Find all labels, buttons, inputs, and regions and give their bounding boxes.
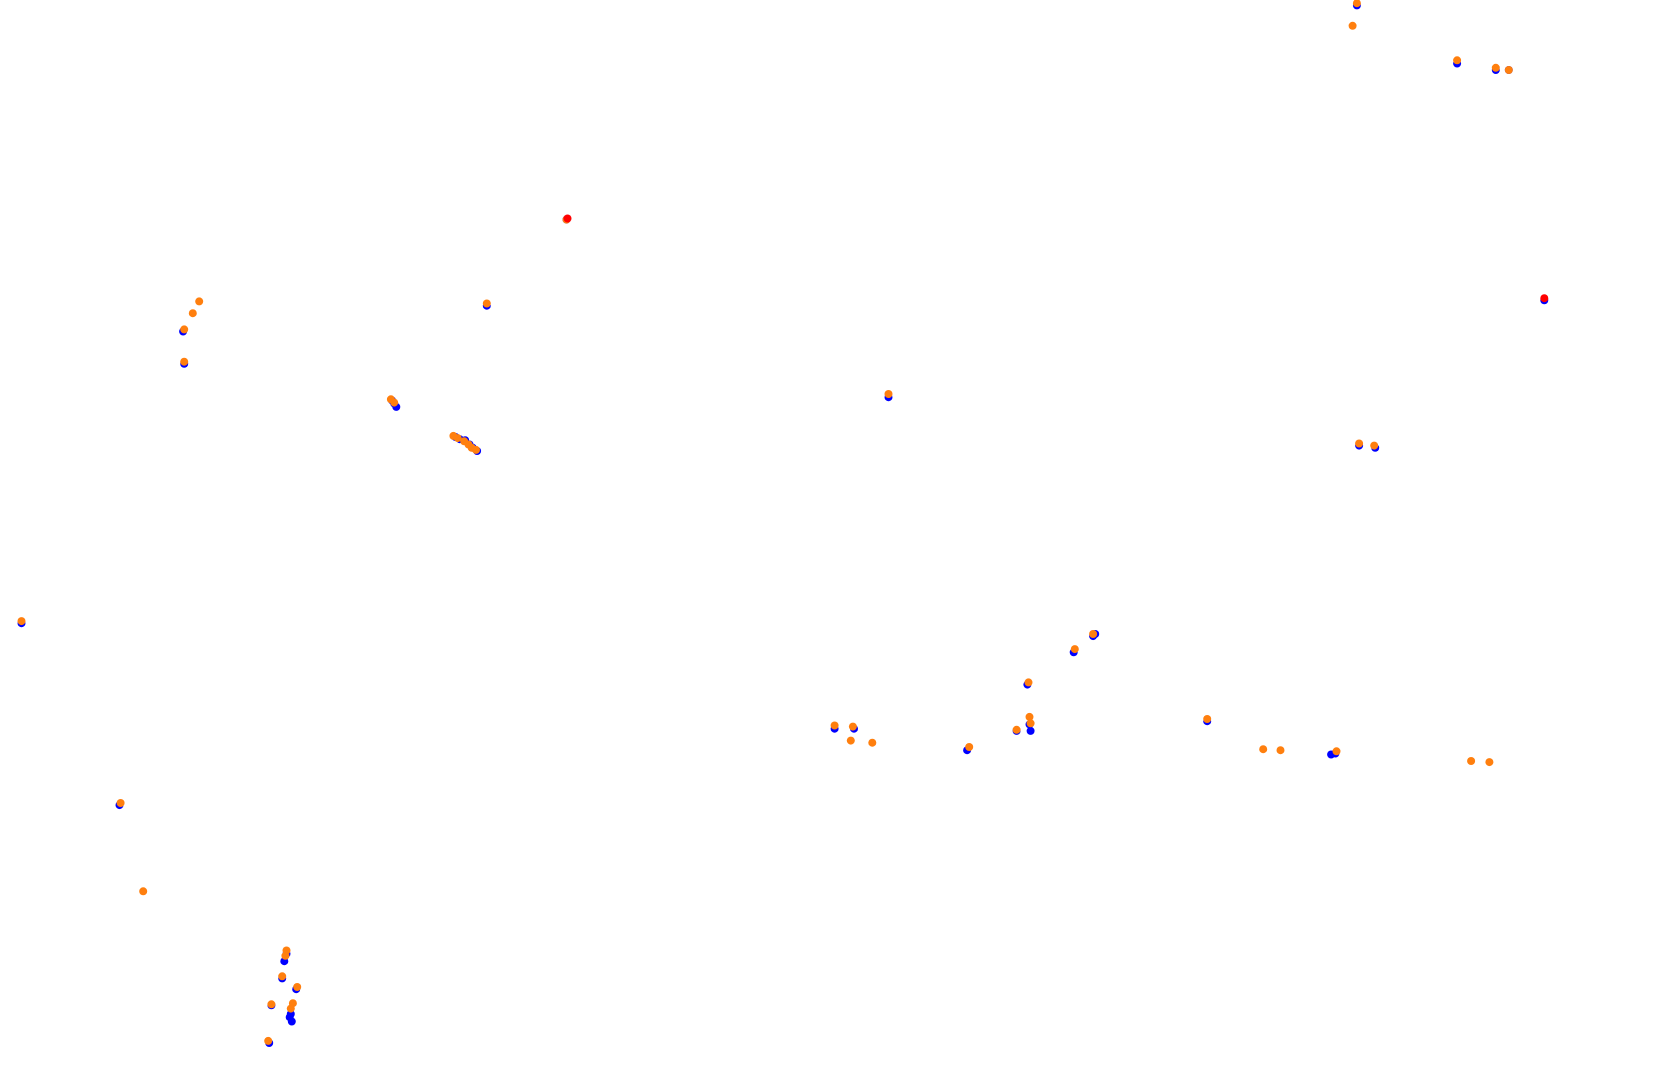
point-1-29 [1026,719,1035,728]
point-1-48 [286,1004,295,1013]
point-1-20 [1355,439,1364,448]
point-1-39 [1332,747,1341,756]
point-1-14 [453,434,462,443]
point-0-28 [1026,726,1035,735]
point-1-6 [482,299,491,308]
point-1-2 [1453,56,1462,65]
point-1-28 [1025,712,1034,721]
point-1-33 [848,722,857,731]
point-1-45 [293,983,302,991]
point-1-31 [965,743,974,751]
point-1-25 [1089,630,1098,638]
point-1-44 [278,972,287,981]
point-2-0 [563,214,572,223]
point-1-32 [830,721,839,730]
point-1-0 [1352,0,1361,8]
point-1-10 [180,357,189,366]
point-1-1 [1348,21,1357,30]
point-1-40 [1467,757,1476,765]
series-1 [17,0,1513,1045]
point-1-9 [180,325,189,334]
point-0-43 [287,1017,296,1026]
series-0 [17,1,1549,1047]
point-1-41 [1485,758,1494,767]
point-1-12 [390,398,399,407]
point-1-46 [267,1000,276,1009]
point-1-4 [1504,66,1513,74]
point-1-7 [195,297,204,306]
series-layer [17,0,1549,1047]
point-1-37 [1259,745,1268,754]
point-1-8 [188,309,197,318]
series-2 [563,214,1549,303]
point-1-24 [139,887,148,896]
point-1-19 [884,390,893,398]
point-1-21 [1370,441,1379,450]
point-1-22 [17,617,26,626]
point-1-27 [1024,678,1033,687]
point-1-34 [846,736,855,745]
point-1-38 [1276,746,1285,755]
point-1-35 [868,738,877,747]
point-1-23 [116,799,125,807]
point-1-26 [1070,645,1079,654]
point-1-43 [281,951,290,960]
point-1-30 [1012,725,1021,734]
point-1-36 [1203,715,1212,723]
point-1-3 [1491,63,1500,72]
point-1-49 [264,1036,273,1045]
point-1-18 [472,445,480,454]
point-2-1 [1540,294,1549,303]
